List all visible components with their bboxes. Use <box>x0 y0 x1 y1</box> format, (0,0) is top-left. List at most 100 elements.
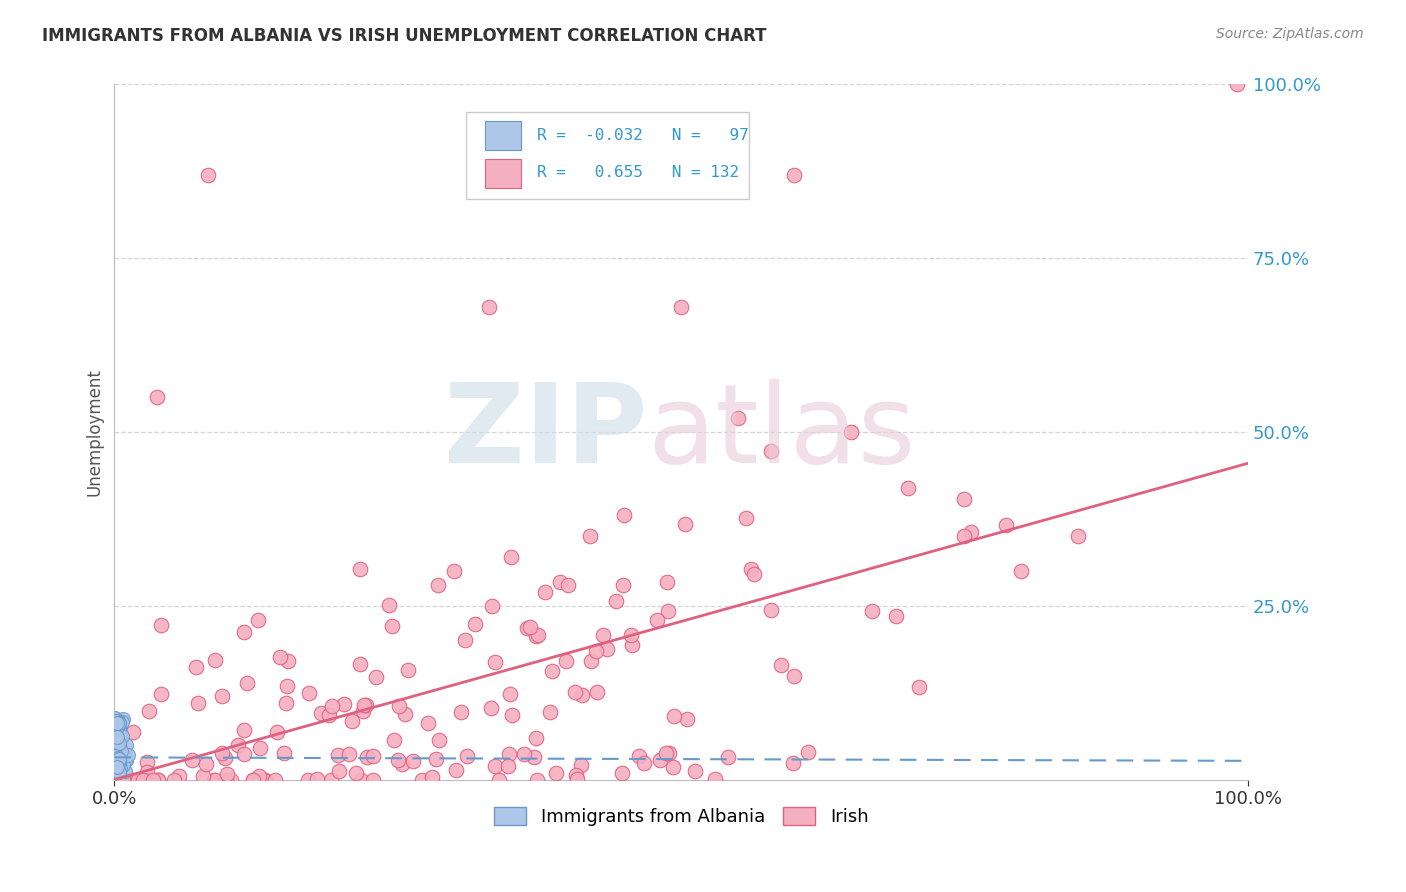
Point <box>478 300 501 314</box>
Point <box>387 753 409 767</box>
Point <box>307 772 329 786</box>
Point <box>111 729 134 743</box>
Point <box>496 759 519 773</box>
Point <box>396 663 419 677</box>
Point <box>105 756 128 770</box>
Point <box>105 746 128 760</box>
Point <box>381 619 404 633</box>
Point <box>136 765 159 780</box>
Point <box>253 772 276 787</box>
Point <box>132 772 155 787</box>
Point <box>105 717 128 731</box>
Point <box>125 772 148 787</box>
Point <box>107 714 129 728</box>
Point <box>104 721 127 735</box>
Point <box>104 735 127 749</box>
Point <box>565 772 588 786</box>
Point <box>425 752 447 766</box>
Point <box>104 727 127 741</box>
Point <box>235 676 257 690</box>
Point <box>104 764 127 778</box>
Point <box>104 752 127 766</box>
Point <box>195 756 218 771</box>
Point <box>326 748 349 763</box>
Point <box>107 756 129 770</box>
Point <box>388 698 411 713</box>
Point <box>107 752 129 766</box>
Point <box>952 491 974 506</box>
Point <box>107 764 129 779</box>
Point <box>103 732 125 747</box>
Point <box>104 738 127 752</box>
Point <box>994 517 1017 532</box>
Point <box>202 772 225 787</box>
Point <box>115 753 138 767</box>
Point <box>104 716 127 731</box>
Point <box>340 714 363 729</box>
Point <box>217 767 239 781</box>
Point <box>411 772 433 787</box>
Point <box>104 759 127 773</box>
Point <box>150 618 173 632</box>
Point <box>104 721 127 735</box>
Point <box>103 723 125 738</box>
Point <box>104 739 127 753</box>
Text: ZIP: ZIP <box>444 378 647 485</box>
Point <box>136 755 159 769</box>
Point <box>908 680 931 694</box>
Point <box>108 752 131 766</box>
Point <box>321 698 343 713</box>
Point <box>524 731 547 745</box>
Point <box>673 516 696 531</box>
Point <box>105 737 128 751</box>
Point <box>456 749 478 764</box>
Point <box>579 529 602 543</box>
Point <box>142 772 165 787</box>
Point <box>612 766 634 780</box>
Point <box>579 654 602 668</box>
Point <box>104 747 127 761</box>
Point <box>402 754 425 768</box>
Point <box>104 731 127 745</box>
Point <box>349 657 371 672</box>
Point <box>117 747 139 762</box>
Point <box>104 748 127 763</box>
Point <box>356 750 378 764</box>
Point <box>105 715 128 730</box>
Point <box>104 721 127 735</box>
Point <box>211 689 233 703</box>
Point <box>703 772 725 786</box>
Point <box>585 643 607 657</box>
Point <box>149 687 172 701</box>
Point <box>361 772 384 787</box>
Point <box>115 753 138 767</box>
Point <box>104 756 127 771</box>
Point <box>104 759 127 773</box>
Point <box>464 617 486 632</box>
Point <box>108 759 131 773</box>
Point <box>254 772 277 787</box>
Point <box>1010 564 1032 578</box>
Point <box>104 758 127 772</box>
Point <box>353 698 375 713</box>
Point <box>104 736 127 750</box>
Y-axis label: Unemployment: Unemployment <box>86 368 103 496</box>
Point <box>167 769 190 783</box>
Point <box>112 750 135 764</box>
Point <box>111 712 134 726</box>
Point <box>103 752 125 766</box>
Point <box>105 749 128 764</box>
Point <box>427 732 450 747</box>
Point <box>797 745 820 759</box>
Text: R =   0.655   N = 132: R = 0.655 N = 132 <box>537 165 740 180</box>
Point <box>783 668 806 682</box>
Point <box>519 620 541 634</box>
Point <box>148 772 170 787</box>
Point <box>104 719 127 733</box>
Point <box>513 747 536 761</box>
Point <box>107 764 129 778</box>
Point <box>628 748 651 763</box>
Point <box>264 772 287 787</box>
Point <box>110 715 132 730</box>
Point <box>450 706 472 720</box>
